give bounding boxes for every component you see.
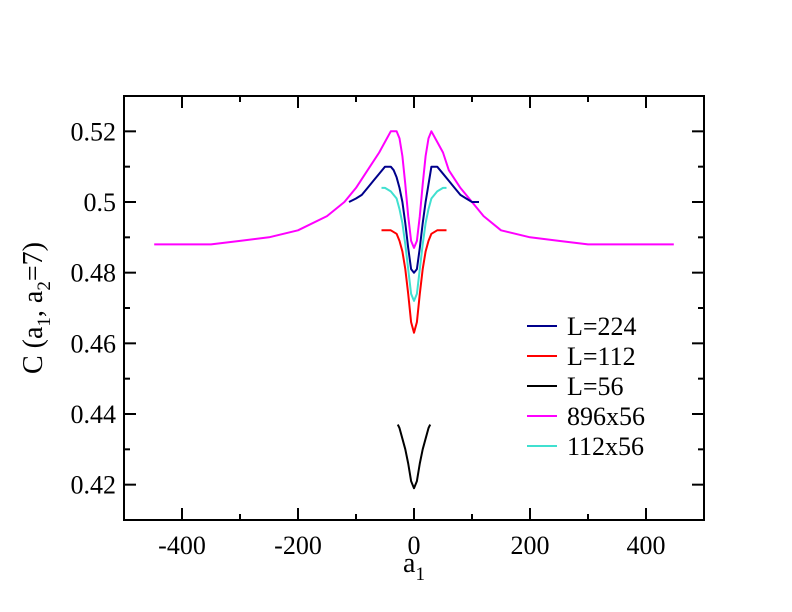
axis-tick-labels: -400 -200 0 200 400 0.42 0.44 0.46 0.48 0.5 0.52 xyxy=(71,117,666,560)
y-tick-label: 0.52 xyxy=(71,117,117,146)
legend-label: 896x56 xyxy=(567,402,645,431)
legend-label: L=112 xyxy=(567,342,636,371)
legend-label: L=224 xyxy=(567,312,637,341)
series-line-L=224 xyxy=(348,165,479,274)
series-line-L=112 xyxy=(381,229,447,334)
axis-ticks xyxy=(124,96,704,520)
x-tick-label: -400 xyxy=(158,531,206,560)
series-line-L=56 xyxy=(396,424,432,490)
y-tick-label: 0.42 xyxy=(71,471,117,500)
x-tick-label: 400 xyxy=(627,531,666,560)
legend-label: 112x56 xyxy=(567,432,644,461)
series-lines xyxy=(154,130,674,490)
y-tick-label: 0.5 xyxy=(84,188,117,217)
y-tick-label: 0.46 xyxy=(71,329,117,358)
legend-label: L=56 xyxy=(567,372,624,401)
x-tick-label: -200 xyxy=(274,531,322,560)
series-line-112x56 xyxy=(381,186,447,302)
series-line-896x56 xyxy=(154,130,674,249)
x-axis-label: a1 xyxy=(403,548,425,585)
y-tick-label: 0.48 xyxy=(71,259,117,288)
x-tick-label: 200 xyxy=(511,531,550,560)
x-tick-label: 0 xyxy=(408,531,421,560)
y-tick-label: 0.44 xyxy=(71,400,117,429)
y-axis-label: C (a1, a2=7) xyxy=(18,242,55,374)
